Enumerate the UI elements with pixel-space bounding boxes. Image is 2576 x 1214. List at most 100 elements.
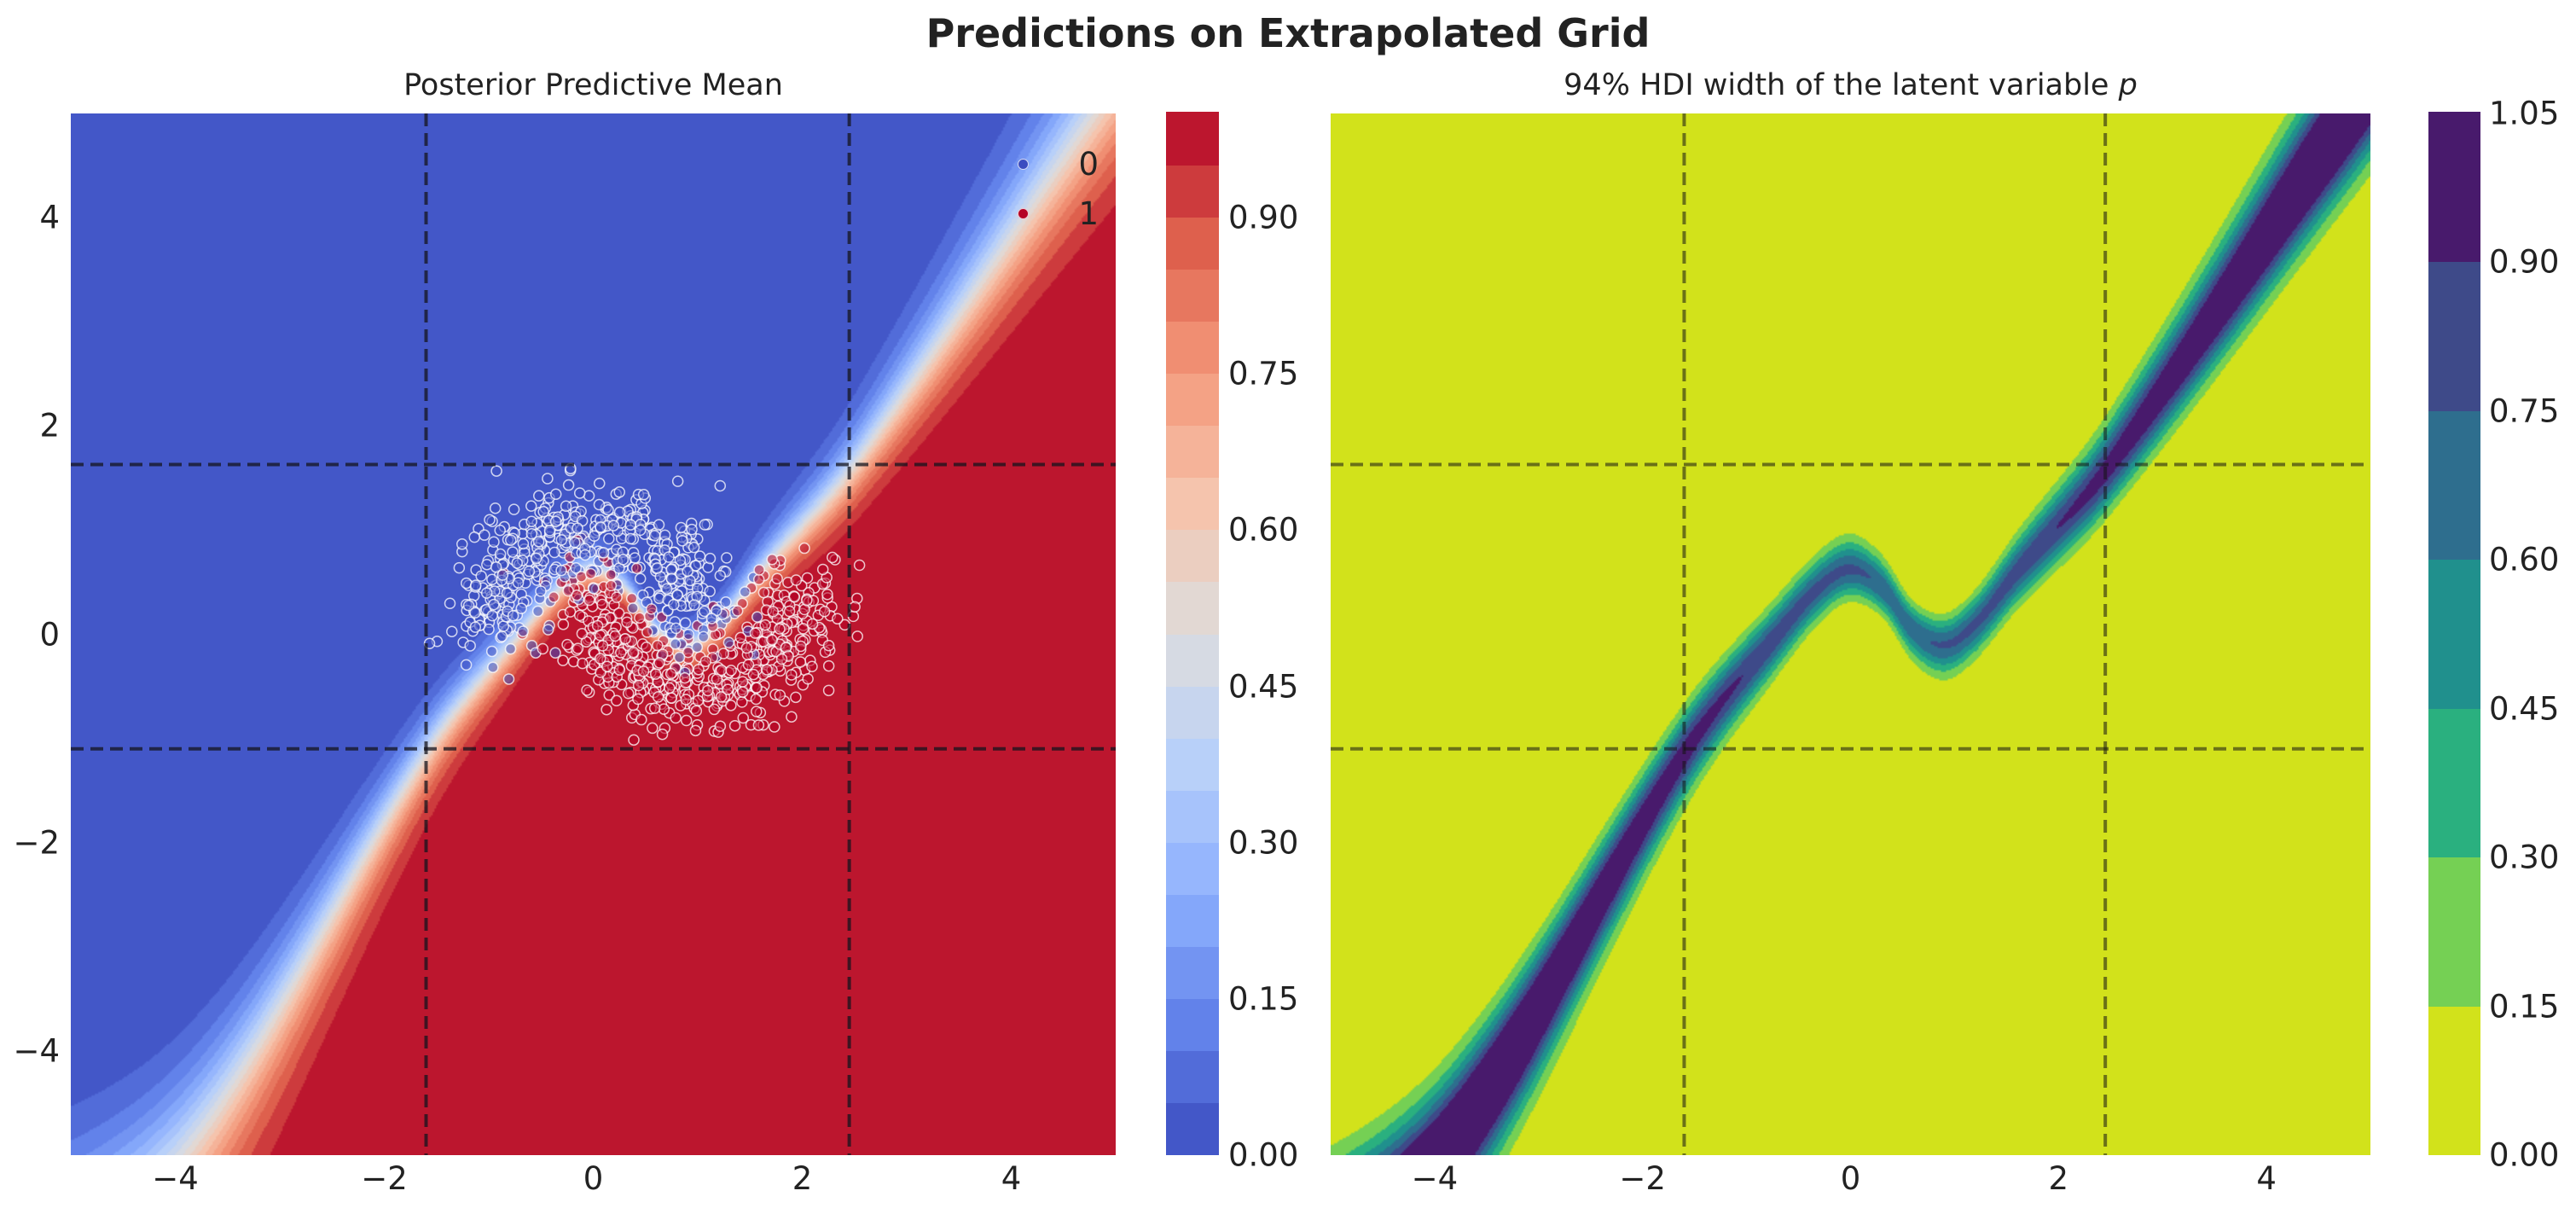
scatter-point-class-1 [689, 724, 702, 737]
scatter-point-class-1 [647, 722, 659, 735]
scatter-point-class-1 [747, 668, 760, 681]
colorbar-level [1166, 163, 1219, 218]
colorbar-tick-label: 0.75 [1228, 355, 1299, 392]
colorbar-level [2428, 1004, 2480, 1155]
scatter-point-class-0 [542, 624, 554, 636]
scatter-point-class-0 [676, 535, 688, 547]
scatter-point-class-1 [561, 638, 573, 651]
scatter-point-class-0 [688, 541, 700, 554]
scatter-point-class-0 [624, 532, 636, 545]
scatter-point-class-0 [720, 595, 732, 608]
scatter-point-class-0 [468, 531, 480, 543]
scatter-point-class-1 [573, 609, 586, 622]
colorbar-level [2428, 111, 2480, 263]
scatter-point-class-1 [635, 713, 647, 726]
colorbar-level [1166, 996, 1219, 1051]
scatter-point-class-1 [806, 618, 819, 630]
scatter-point-class-0 [512, 577, 525, 589]
scatter-point-class-1 [577, 657, 589, 670]
scatter-point-class-0 [593, 498, 606, 511]
scatter-point-class-0 [714, 479, 727, 492]
scatter-point-class-1 [609, 630, 621, 642]
colorbar-level [1166, 840, 1219, 895]
colorbar-tick-label: 1.05 [2489, 95, 2560, 132]
scatter-point-class-1 [766, 553, 778, 566]
scatter-point-class-0 [497, 620, 510, 632]
hdi-width-plot [1331, 113, 2370, 1155]
colorbar-level [1166, 111, 1219, 166]
scatter-point-class-1 [670, 712, 682, 724]
scatter-point-class-0 [517, 537, 530, 550]
scatter-point-class-0 [486, 573, 498, 586]
scatter-point-class-0 [560, 500, 572, 513]
y-tick-label: 2 [39, 407, 60, 444]
scatter-point-class-0 [490, 465, 502, 477]
scatter-point-class-1 [767, 606, 780, 618]
scatter-point-class-1 [702, 684, 714, 697]
scatter-point-class-1 [783, 605, 796, 618]
scatter-point-class-1 [625, 592, 638, 605]
scatter-point-class-0 [648, 530, 661, 542]
scatter-point-class-0 [689, 560, 702, 572]
colorbar-tick-label: 0.90 [1228, 199, 1299, 236]
colorbar-level [1166, 371, 1219, 427]
scatter-point-class-1 [759, 619, 771, 631]
scatter-point-class-1 [622, 688, 635, 700]
scatter-point-class-1 [794, 656, 807, 668]
scatter-point-class-0 [602, 503, 614, 516]
scatter-point-class-0 [607, 520, 620, 531]
scatter-point-class-0 [496, 630, 508, 642]
colorbar-level [1166, 944, 1219, 999]
scatter-point-class-1 [711, 673, 723, 685]
scatter-point-class-1 [790, 574, 803, 586]
scatter-point-class-0 [511, 557, 523, 569]
scatter-point-class-0 [569, 536, 581, 549]
scatter-point-class-0 [517, 625, 529, 637]
scatter-point-class-1 [753, 564, 765, 576]
colorbar-level [1166, 527, 1219, 583]
scatter-point-class-0 [480, 587, 493, 599]
scatter-point-class-1 [750, 693, 763, 706]
scatter-point-class-0 [548, 546, 560, 559]
scatter-point-class-0 [634, 572, 647, 585]
scatter-point-class-1 [752, 573, 765, 586]
scatter-point-class-0 [663, 551, 675, 563]
scatter-point-class-0 [525, 500, 537, 512]
scatter-point-class-1 [664, 667, 677, 680]
scatter-point-class-1 [596, 598, 608, 611]
scatter-point-class-0 [555, 564, 567, 577]
scatter-point-class-1 [634, 612, 646, 624]
scatter-point-class-1 [742, 659, 755, 671]
hdi-width-contour [1331, 113, 2370, 1155]
scatter-point-class-1 [665, 692, 678, 705]
colorbar-level [1166, 267, 1219, 322]
scatter-point-class-1 [715, 691, 728, 703]
scatter-point-class-0 [691, 641, 704, 653]
scatter-point-class-0 [588, 530, 600, 542]
colorbar-tick-label: 0.00 [2489, 1136, 2560, 1174]
scatter-point-class-0 [670, 638, 682, 650]
scatter-point-class-0 [699, 519, 711, 531]
scatter-point-class-1 [611, 694, 623, 707]
scatter-point-class-1 [717, 648, 729, 659]
scatter-point-class-0 [697, 630, 710, 643]
scatter-point-class-0 [475, 570, 487, 583]
scatter-point-class-1 [725, 700, 737, 712]
scatter-point-class-0 [705, 613, 718, 624]
legend-marker-0 [1018, 158, 1030, 170]
scatter-point-class-0 [671, 475, 684, 487]
scatter-point-class-1 [571, 590, 583, 601]
colorbar-tick-label: 0.75 [2489, 392, 2560, 430]
scatter-point-class-0 [617, 554, 629, 566]
scatter-point-class-1 [596, 640, 609, 652]
scatter-point-class-0 [488, 598, 500, 611]
scatter-point-class-0 [462, 600, 475, 612]
scatter-point-class-0 [594, 477, 606, 490]
colorbar-level [1166, 684, 1219, 739]
scatter-point-class-0 [739, 586, 751, 598]
scatter-point-class-0 [675, 521, 688, 534]
scatter-point-class-1 [571, 642, 584, 654]
colorbar-tick-label: 0.60 [1228, 511, 1299, 549]
scatter-point-class-1 [786, 711, 798, 723]
scatter-point-class-0 [686, 523, 698, 536]
